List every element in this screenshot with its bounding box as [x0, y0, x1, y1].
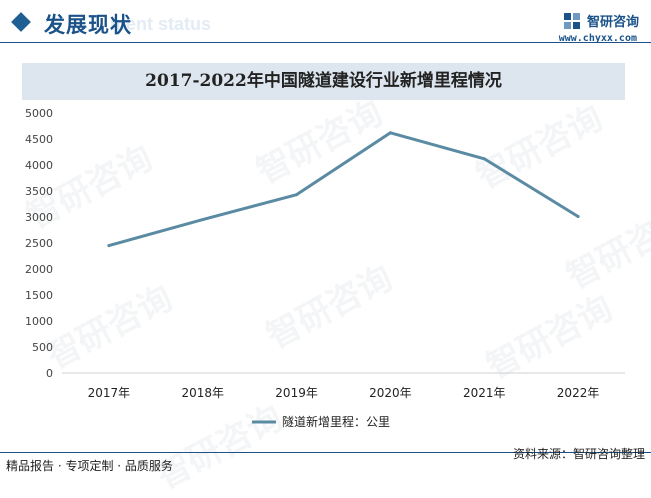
section-heading: 发展现状: [44, 13, 132, 37]
chart-title-band: 2017-2022年中国隧道建设行业新增里程情况: [22, 63, 625, 100]
chart-title: 2017-2022年中国隧道建设行业新增里程情况: [145, 71, 502, 91]
x-tick-label: 2021年: [463, 386, 506, 400]
legend-label: 隧道新增里程：公里: [282, 414, 390, 429]
data-point: [107, 244, 111, 248]
x-tick-label: 2017年: [88, 386, 131, 400]
x-tick-label: 2018年: [181, 386, 224, 400]
y-tick-label: 4500: [25, 133, 53, 146]
y-tick-label: 3000: [25, 211, 53, 224]
brand-name: 智研咨询: [586, 15, 639, 30]
series-line: [107, 131, 580, 248]
x-tick-label: 2022年: [557, 386, 600, 400]
y-tick-label: 1500: [25, 289, 53, 302]
y-tick-label: 500: [32, 341, 53, 354]
y-tick-label: 5000: [25, 107, 53, 120]
brand-url: www.chyxx.com: [558, 33, 637, 44]
data-point: [388, 131, 392, 135]
footer-slogan: 精品报告 · 专项定制 · 品质服务: [6, 459, 173, 473]
header-divider: [0, 42, 651, 43]
x-tick-label: 2020年: [369, 386, 412, 400]
line-chart: 0 500 1000 1500 2000 2500 3000 3500 4000 4500 5000…: [25, 107, 625, 429]
y-tick-label: 2500: [25, 237, 53, 250]
data-point: [576, 214, 580, 218]
data-point: [201, 218, 205, 222]
header: ment status 发展现状 智研咨询 www.chyxx.com: [0, 0, 651, 46]
brand: 智研咨询: [563, 10, 639, 30]
y-tick-label: 0: [46, 367, 53, 380]
y-tick-label: 3500: [25, 185, 53, 198]
x-tick-label: 2019年: [275, 386, 318, 400]
data-point: [295, 193, 299, 197]
y-tick-label: 2000: [25, 263, 53, 276]
heading-shadow: ment status: [110, 14, 212, 34]
footer-divider: [0, 452, 651, 453]
data-point: [482, 157, 486, 161]
footer-source: 资料来源：智研咨询整理: [512, 447, 645, 461]
y-tick-label: 4000: [25, 159, 53, 172]
brand-logo-icon: [563, 12, 580, 29]
y-tick-label: 1000: [25, 315, 53, 328]
